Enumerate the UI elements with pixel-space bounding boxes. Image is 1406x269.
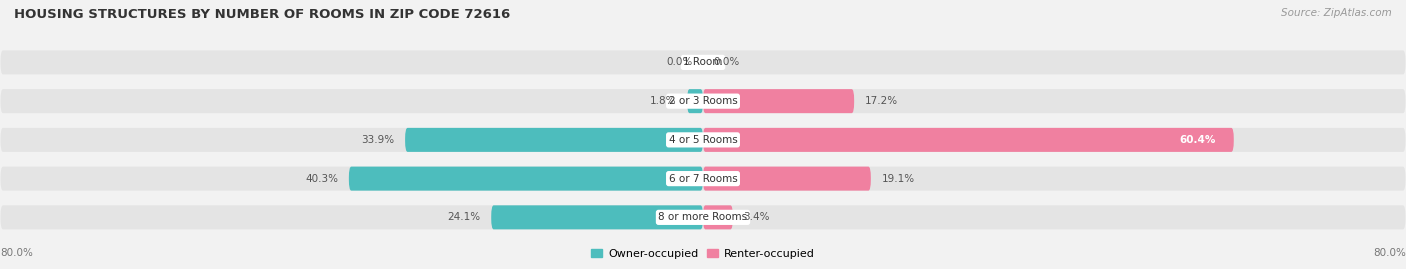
FancyBboxPatch shape [405, 128, 703, 152]
FancyBboxPatch shape [0, 50, 1406, 75]
Text: 2 or 3 Rooms: 2 or 3 Rooms [669, 96, 737, 106]
FancyBboxPatch shape [0, 167, 1406, 191]
FancyBboxPatch shape [0, 205, 1406, 229]
Text: 0.0%: 0.0% [713, 57, 740, 68]
Text: Source: ZipAtlas.com: Source: ZipAtlas.com [1281, 8, 1392, 18]
Text: 60.4%: 60.4% [1180, 135, 1216, 145]
FancyBboxPatch shape [0, 89, 1406, 113]
Text: 8 or more Rooms: 8 or more Rooms [658, 212, 748, 222]
Text: 0.0%: 0.0% [666, 57, 693, 68]
FancyBboxPatch shape [703, 89, 855, 113]
Text: HOUSING STRUCTURES BY NUMBER OF ROOMS IN ZIP CODE 72616: HOUSING STRUCTURES BY NUMBER OF ROOMS IN… [14, 8, 510, 21]
FancyBboxPatch shape [491, 205, 703, 229]
Text: 24.1%: 24.1% [447, 212, 481, 222]
Text: 4 or 5 Rooms: 4 or 5 Rooms [669, 135, 737, 145]
FancyBboxPatch shape [0, 128, 1406, 152]
FancyBboxPatch shape [703, 167, 870, 191]
Text: 6 or 7 Rooms: 6 or 7 Rooms [669, 174, 737, 184]
Text: 80.0%: 80.0% [0, 248, 32, 258]
Text: 1 Room: 1 Room [683, 57, 723, 68]
Text: 80.0%: 80.0% [1374, 248, 1406, 258]
FancyBboxPatch shape [703, 205, 733, 229]
FancyBboxPatch shape [703, 128, 1234, 152]
Text: 17.2%: 17.2% [865, 96, 898, 106]
FancyBboxPatch shape [688, 89, 703, 113]
Text: 40.3%: 40.3% [305, 174, 339, 184]
Text: 19.1%: 19.1% [882, 174, 914, 184]
Text: 33.9%: 33.9% [361, 135, 395, 145]
FancyBboxPatch shape [349, 167, 703, 191]
Legend: Owner-occupied, Renter-occupied: Owner-occupied, Renter-occupied [586, 245, 820, 263]
Text: 3.4%: 3.4% [744, 212, 770, 222]
Text: 1.8%: 1.8% [650, 96, 676, 106]
